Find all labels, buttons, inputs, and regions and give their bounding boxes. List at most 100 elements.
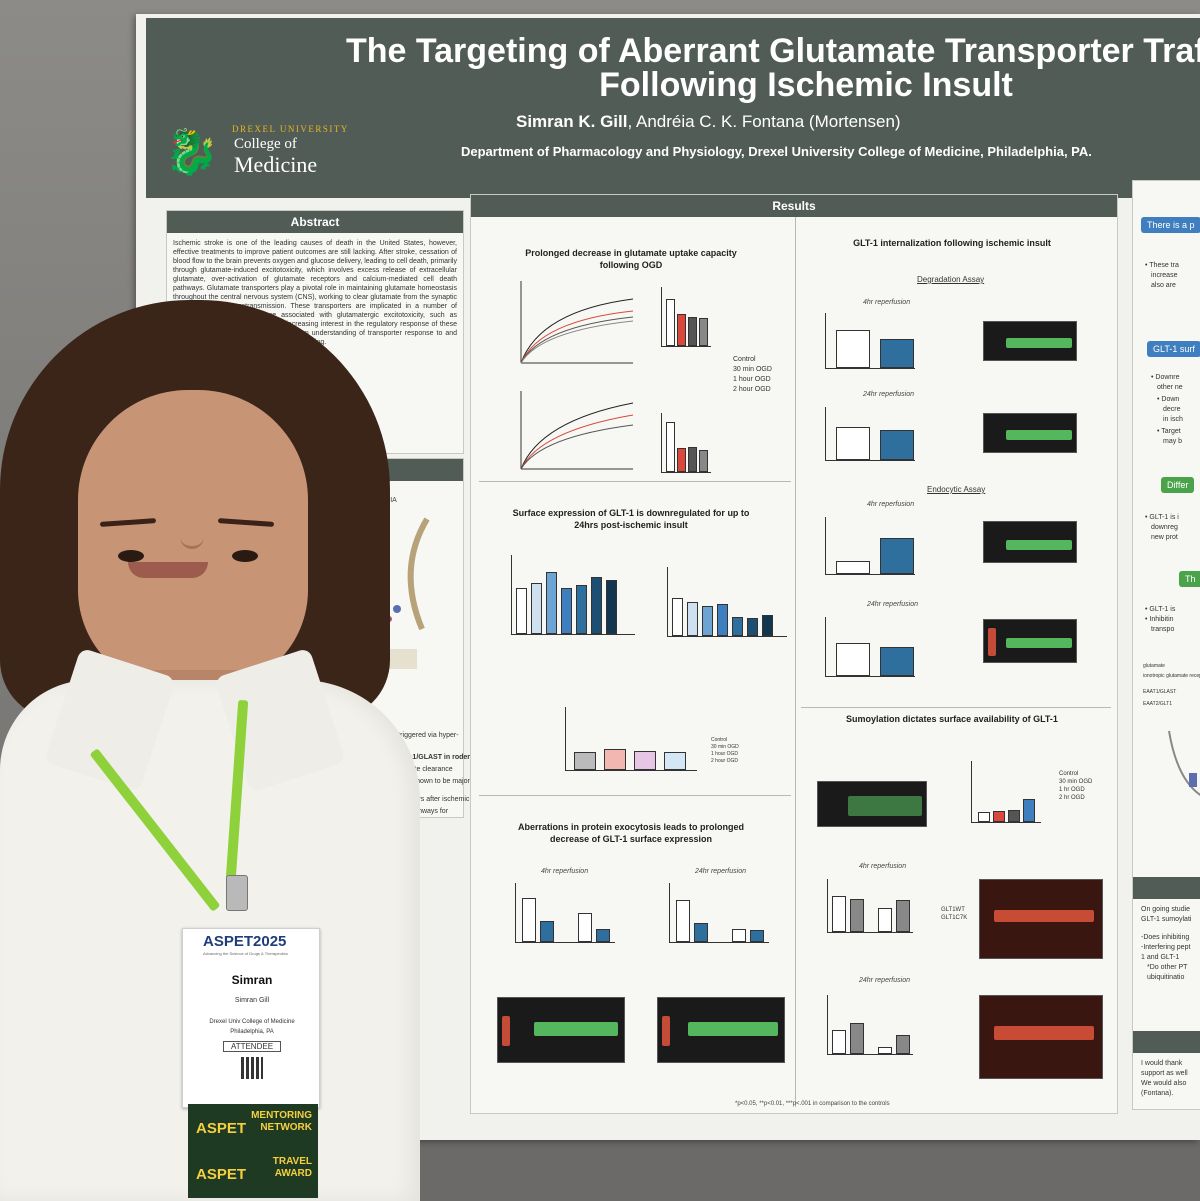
ack-line-3: We would also: [1141, 1080, 1187, 1087]
uptake-curve-chart-bottom: [520, 391, 634, 470]
surf2-bar-1: [672, 598, 683, 636]
flag4-bar-1: [832, 895, 846, 932]
exocytosis-chart-right: [669, 883, 769, 943]
endo24-bar-2: [880, 646, 914, 676]
ack-line-4: (Fontana).: [1141, 1090, 1174, 1097]
flag-4hr-label: 4hr reperfusion: [859, 863, 907, 870]
flag-chart-4hr: [827, 879, 913, 933]
pill2-line-6: • Target: [1157, 428, 1181, 435]
exo2-bar-4: [750, 930, 764, 942]
poster-title: The Targeting of Aberrant Glutamate Tran…: [346, 34, 1200, 102]
sumo-legend-1: Control: [1059, 771, 1079, 777]
exo-bar-2: [540, 921, 554, 942]
intro-line-4: een shown to be major: [399, 778, 470, 785]
bar-1hr: [688, 316, 697, 346]
poster-banner: 🐉 DREXEL UNIVERSITY College of Medicine: [146, 18, 1200, 198]
flag24-band: [994, 1026, 1094, 1040]
endo4-bar-2: [880, 537, 914, 574]
degradation-blot-4hr: [983, 321, 1077, 361]
legend-30min: 30 min OGD: [733, 366, 772, 373]
blot-band-2: [688, 1022, 778, 1036]
uptake-bar-chart-top: [661, 287, 711, 347]
conclusions-section: There is a p • These tra increase also a…: [1132, 180, 1200, 1110]
results-footnote: *p<0.05, **p<0.01, ***p<.001 in comparis…: [735, 1101, 890, 1107]
sumo-legend-4: 2 hr OGD: [1059, 795, 1085, 801]
bar-2hr-b: [699, 449, 708, 472]
surf-bar-6: [591, 577, 602, 634]
surf2-bar-5: [732, 616, 743, 636]
badge-role: ATTENDEE: [223, 1041, 281, 1052]
bar-1hr-b: [688, 447, 697, 472]
intro-line-1: anism that is triggered via hyper-: [357, 732, 459, 739]
badge-full-name: Simran Gill: [234, 997, 270, 1004]
ribbon-mentoring-line1: MENTORING: [251, 1110, 312, 1121]
legend2-30min: 30 min OGD: [711, 744, 739, 750]
exocytosis-blot-left: [497, 997, 625, 1063]
poster-authors: Simran K. Gill, Andréia C. K. Fontana (M…: [516, 112, 901, 132]
mrna-bar-4: [664, 752, 686, 770]
flag24-bar-3: [878, 1046, 892, 1054]
pill4-line-1: • GLT-1 is: [1145, 606, 1176, 613]
logo-university: DREXEL UNIVERSITY: [232, 124, 349, 134]
exo2-bar-1: [676, 899, 690, 942]
surf-bar-1: [516, 588, 527, 634]
degradation-assay-label: Degradation Assay: [917, 275, 985, 284]
pill2-line-5: in isch: [1163, 416, 1183, 423]
finding-pill-1: There is a p: [1141, 217, 1200, 233]
dragon-icon: 🐉: [164, 128, 219, 177]
flag24-bar-4: [896, 1035, 910, 1054]
sumoylation-chart: [971, 761, 1041, 823]
surf-bar-5: [576, 585, 587, 634]
badge-institution: Drexel Univ College of Medicine: [209, 1019, 295, 1025]
legend-control: Control: [733, 356, 756, 363]
ribbon-mentoring: ASPET MENTORING NETWORK: [188, 1104, 318, 1152]
deg24-bar-2: [880, 430, 914, 460]
legend-receptor: ionotropic glutamate receptor: [1143, 673, 1200, 679]
panel4-title: GLT-1 internalization following ischemic…: [853, 238, 1051, 248]
endo24-ladder: [988, 628, 996, 656]
exo-bar-1: [522, 897, 536, 942]
mrna-bar-2: [604, 748, 626, 770]
endo4-bar-1: [836, 561, 870, 574]
legend-glutamate: glutamate: [1143, 663, 1165, 669]
left-eye: [118, 550, 144, 562]
bar-30min-b: [677, 448, 686, 472]
flag4-bar-3: [878, 907, 892, 932]
intro-line-5: sporters after ischemic: [399, 796, 470, 803]
ribbon-travel-line2: AWARD: [274, 1168, 312, 1179]
sumo-legend-3: 1 hr OGD: [1059, 787, 1085, 793]
flag4-band: [994, 910, 1094, 922]
future-line-2: GLT-1 sumoylati: [1141, 916, 1192, 923]
sumo-legend-2: 30 min OGD: [1059, 779, 1093, 785]
results-divider-h2: [479, 795, 791, 796]
panel3-left-label: 4hr reperfusion: [541, 868, 589, 875]
results-divider-h1: [479, 481, 791, 482]
blot-band: [534, 1022, 618, 1036]
sumoylation-blot: [817, 781, 927, 827]
flag4-bar-4: [896, 900, 910, 932]
future-line-1: On going studie: [1141, 906, 1191, 913]
surf2-bar-4: [717, 604, 728, 636]
results-divider-h3: [801, 707, 1111, 708]
mrna-bar-1: [574, 752, 596, 770]
flag-24hr-label: 24hr reperfusion: [859, 977, 910, 984]
ribbon-travel-award: ASPET TRAVEL AWARD: [188, 1150, 318, 1198]
right-eyebrow: [217, 518, 275, 527]
badge-first-name: Simran: [231, 973, 273, 987]
panel2-title: Surface expression of GLT-1 is downregul…: [512, 508, 750, 530]
surf2-bar-6: [747, 618, 758, 636]
ribbon-mentoring-line2: NETWORK: [260, 1122, 312, 1133]
surf2-bar-2: [687, 601, 698, 636]
future-line-4: -Interfering pept: [1141, 944, 1191, 951]
endocytic-chart-24hr: [825, 617, 915, 677]
pill3-line-1: • GLT-1 is i: [1145, 514, 1179, 521]
future-line-3: -Does inhibiting: [1141, 934, 1190, 941]
mrna-expression-chart: [565, 707, 697, 771]
surface-expression-chart-right: [667, 567, 787, 637]
intro-line-6: se pathways for: [399, 808, 449, 815]
exo2-bar-3: [732, 929, 746, 942]
bar-control-b: [666, 421, 675, 472]
sidebar-divider-2: [1133, 1031, 1200, 1053]
intro-line-2: GLT-1/GLAST in rodent) are: [397, 754, 489, 761]
panel3-right-label: 24hr reperfusion: [695, 868, 746, 875]
